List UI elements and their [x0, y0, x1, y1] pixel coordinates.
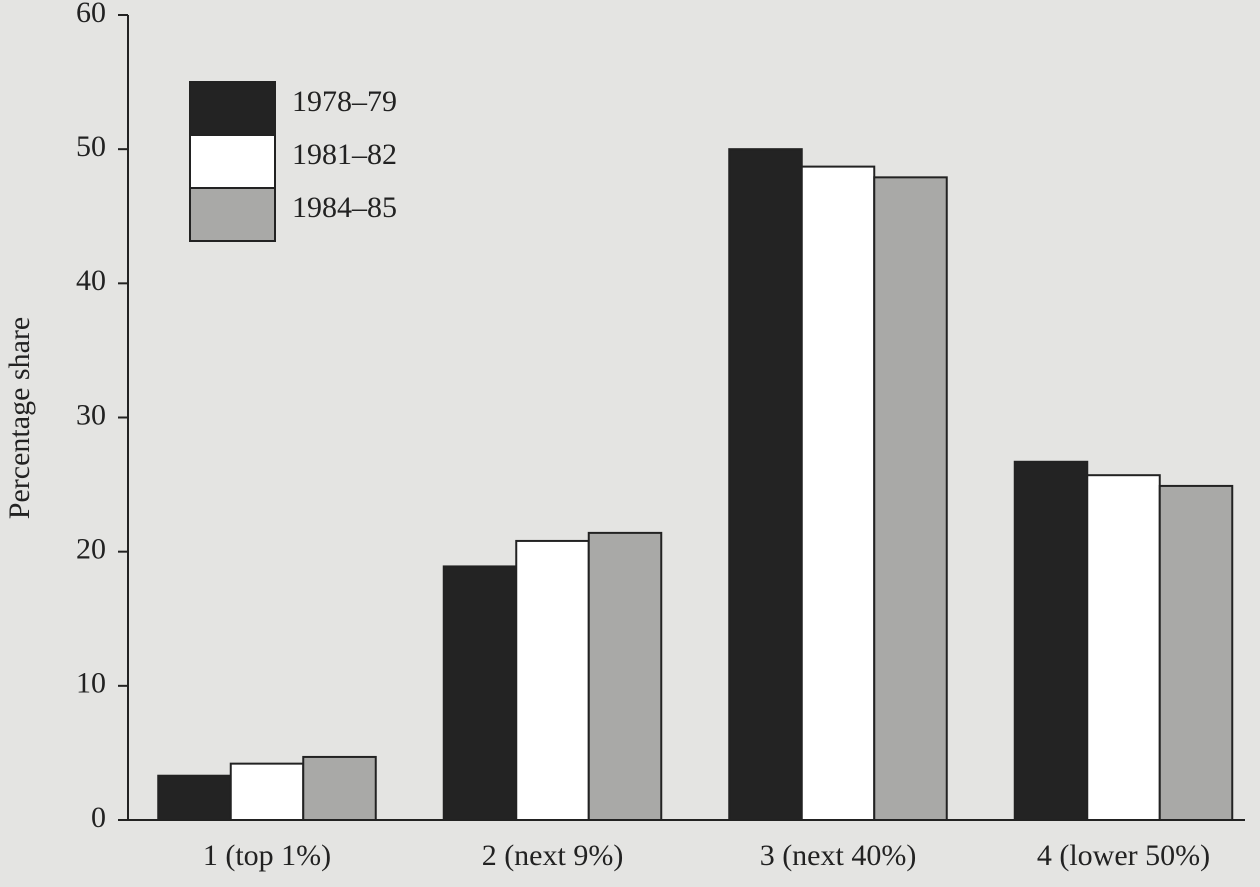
y-tick-label: 0: [91, 801, 106, 834]
bar: [587, 531, 663, 822]
legend-label: 1978–79: [292, 85, 397, 118]
bar: [728, 148, 803, 821]
x-tick-label: 4 (lower 50%): [1037, 839, 1210, 872]
bar: [302, 755, 377, 821]
y-tick-label: 20: [76, 533, 106, 566]
bar: [873, 176, 948, 821]
y-tick-label: 50: [76, 130, 106, 163]
y-tick-label: 40: [76, 264, 106, 297]
y-tick-label: 10: [76, 667, 106, 700]
y-tick-label: 30: [76, 398, 106, 431]
bar: [1013, 460, 1089, 821]
bar: [229, 762, 305, 822]
bar: [1086, 474, 1161, 821]
legend-swatch: [189, 81, 276, 136]
legend-label: 1984–85: [292, 191, 397, 224]
legend-swatch: [189, 187, 276, 242]
bar: [515, 539, 590, 822]
x-tick-label: 1 (top 1%): [203, 839, 331, 872]
legend-swatch: [189, 134, 276, 189]
legend-label: 1981–82: [292, 138, 397, 171]
x-tick-label: 2 (next 9%): [482, 839, 624, 872]
x-tick-label: 3 (next 40%): [760, 839, 917, 872]
y-axis-label: Percentage share: [3, 317, 36, 519]
y-tick-label: 60: [76, 0, 106, 29]
bar: [442, 565, 518, 821]
bar: [1158, 484, 1234, 821]
bar: [800, 165, 876, 821]
bar: [157, 774, 232, 821]
